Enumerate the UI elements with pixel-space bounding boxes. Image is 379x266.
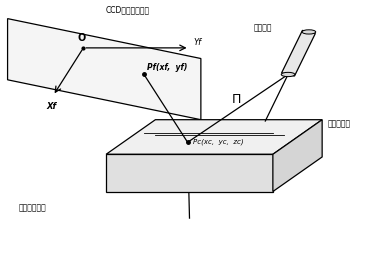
Text: Xf: Xf bbox=[46, 102, 56, 111]
Ellipse shape bbox=[281, 72, 295, 77]
Polygon shape bbox=[282, 30, 315, 76]
Polygon shape bbox=[106, 120, 322, 154]
Text: O: O bbox=[77, 33, 86, 43]
Ellipse shape bbox=[302, 30, 316, 34]
Polygon shape bbox=[106, 154, 273, 192]
Text: Pf(xf,  yf): Pf(xf, yf) bbox=[147, 63, 188, 72]
Text: CCD相机成像平面: CCD相机成像平面 bbox=[106, 6, 150, 15]
Text: 平面焊缝工件: 平面焊缝工件 bbox=[19, 203, 47, 212]
Polygon shape bbox=[273, 120, 322, 192]
Text: 焊缝特征点: 焊缝特征点 bbox=[328, 119, 351, 128]
Polygon shape bbox=[8, 19, 201, 120]
Text: Yf: Yf bbox=[193, 38, 201, 47]
Text: Pc(xc,  yc,  zc): Pc(xc, yc, zc) bbox=[193, 138, 244, 145]
Text: Π: Π bbox=[232, 93, 241, 106]
Text: 线激光器: 线激光器 bbox=[254, 23, 273, 32]
